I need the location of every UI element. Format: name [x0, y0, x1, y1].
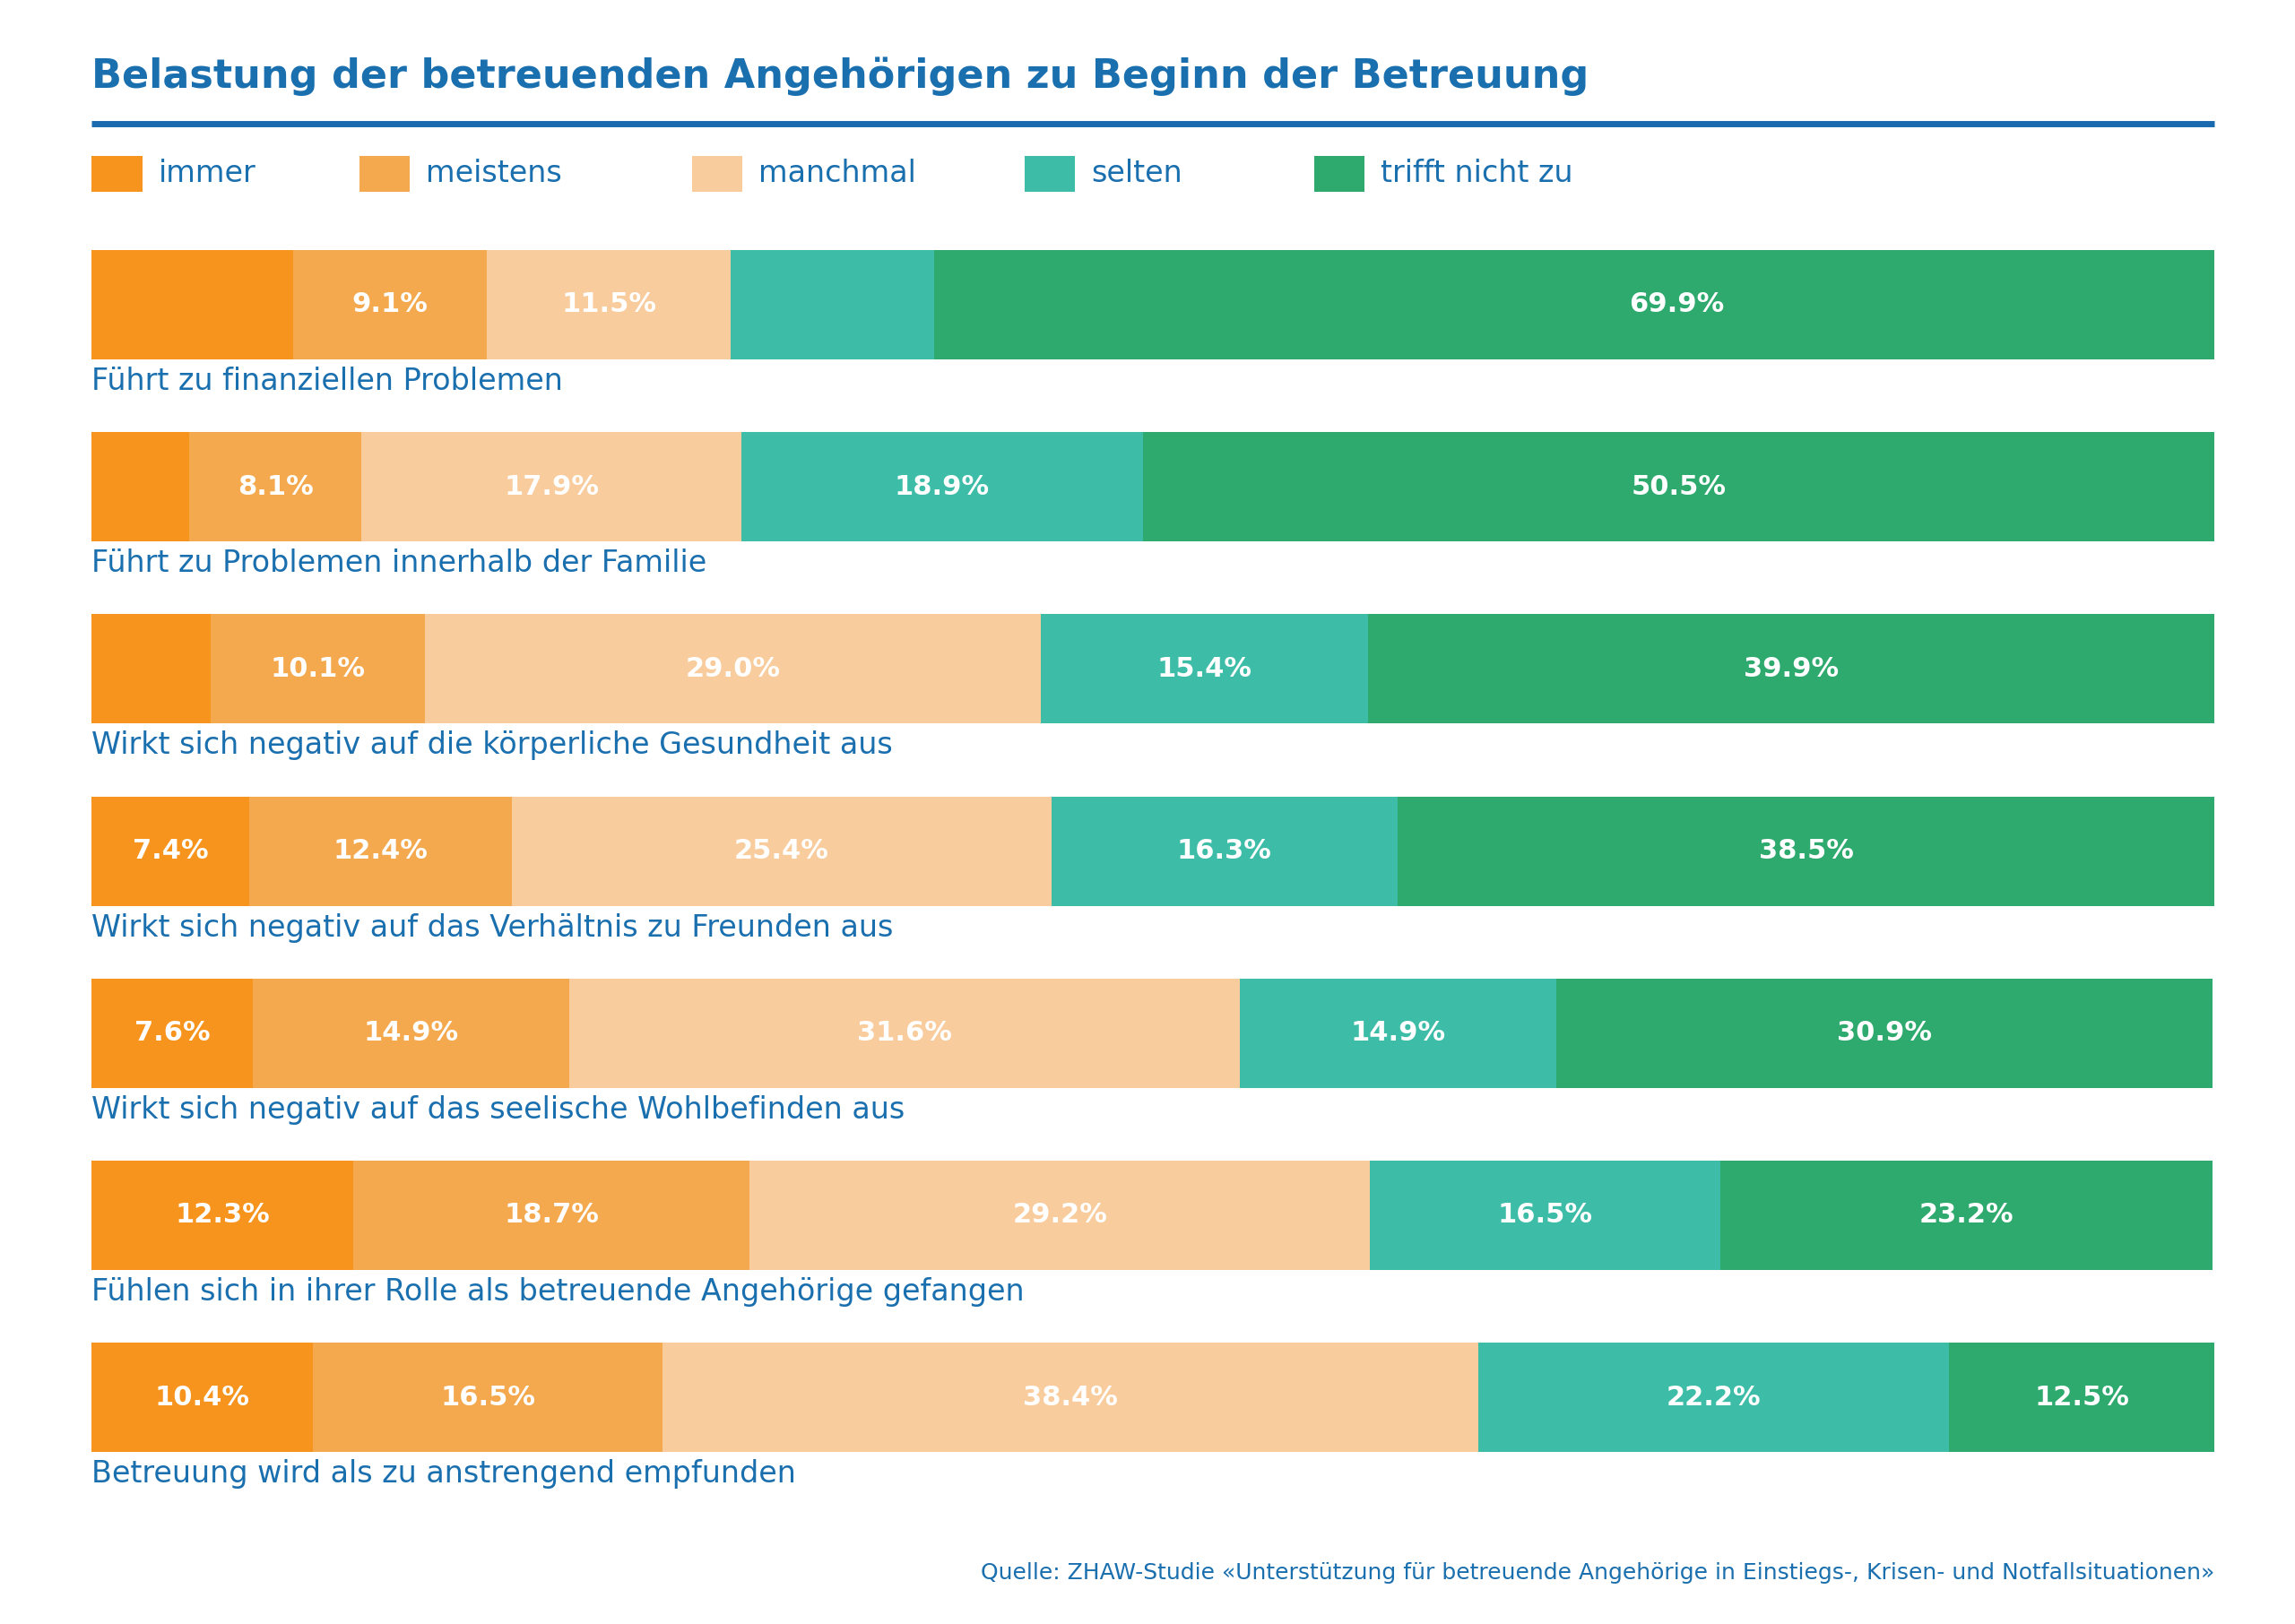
Text: Führt zu Problemen innerhalb der Familie: Führt zu Problemen innerhalb der Familie: [92, 549, 707, 578]
Bar: [1143, 432, 2215, 541]
Bar: [92, 432, 190, 541]
Text: 15.4%: 15.4%: [1157, 656, 1251, 682]
Bar: [1051, 796, 1398, 906]
Bar: [252, 979, 569, 1088]
Text: manchmal: manchmal: [757, 159, 916, 188]
Text: 69.9%: 69.9%: [1629, 292, 1724, 318]
Text: 25.4%: 25.4%: [734, 838, 828, 864]
Text: Führt zu finanziellen Problemen: Führt zu finanziellen Problemen: [92, 367, 562, 396]
Text: meistens: meistens: [427, 159, 562, 188]
Text: 7.4%: 7.4%: [133, 838, 209, 864]
Bar: [353, 1161, 750, 1270]
Bar: [569, 979, 1239, 1088]
Text: Belastung der betreuenden Angehörigen zu Beginn der Betreuung: Belastung der betreuenden Angehörigen zu…: [92, 57, 1588, 96]
Bar: [190, 432, 360, 541]
Bar: [1478, 1343, 1948, 1452]
Text: 9.1%: 9.1%: [351, 292, 429, 318]
Bar: [211, 614, 425, 724]
Text: Wirkt sich negativ auf das Verhältnis zu Freunden aus: Wirkt sich negativ auf das Verhältnis zu…: [92, 913, 893, 942]
Text: 50.5%: 50.5%: [1632, 474, 1726, 500]
Bar: [360, 432, 741, 541]
Text: 16.5%: 16.5%: [441, 1384, 535, 1410]
Text: 18.9%: 18.9%: [895, 474, 989, 500]
Text: 29.2%: 29.2%: [1012, 1202, 1106, 1228]
Bar: [425, 614, 1040, 724]
Text: 12.3%: 12.3%: [174, 1202, 271, 1228]
Text: 10.4%: 10.4%: [154, 1384, 250, 1410]
Text: 38.4%: 38.4%: [1024, 1384, 1118, 1410]
Bar: [312, 1343, 663, 1452]
Text: immer: immer: [158, 159, 255, 188]
Bar: [92, 979, 252, 1088]
Text: 11.5%: 11.5%: [562, 292, 656, 318]
Text: 30.9%: 30.9%: [1836, 1020, 1932, 1046]
Bar: [1948, 1343, 2215, 1452]
Text: Wirkt sich negativ auf die körperliche Gesundheit aus: Wirkt sich negativ auf die körperliche G…: [92, 731, 893, 760]
Text: 22.2%: 22.2%: [1666, 1384, 1760, 1410]
Text: 8.1%: 8.1%: [236, 474, 314, 500]
Text: 38.5%: 38.5%: [1758, 838, 1854, 864]
Bar: [1398, 796, 2215, 906]
Bar: [663, 1343, 1478, 1452]
Bar: [1040, 614, 1368, 724]
Bar: [92, 1161, 353, 1270]
Bar: [1370, 1161, 1719, 1270]
Bar: [512, 796, 1051, 906]
Bar: [294, 250, 487, 359]
Bar: [1368, 614, 2215, 724]
Text: 10.1%: 10.1%: [271, 656, 365, 682]
Bar: [92, 250, 294, 359]
Bar: [1239, 979, 1556, 1088]
Text: 14.9%: 14.9%: [1352, 1020, 1446, 1046]
Bar: [92, 796, 248, 906]
Bar: [248, 796, 512, 906]
Text: 16.5%: 16.5%: [1496, 1202, 1593, 1228]
Text: Fühlen sich in ihrer Rolle als betreuende Angehörige gefangen: Fühlen sich in ihrer Rolle als betreuend…: [92, 1276, 1024, 1307]
Text: 17.9%: 17.9%: [505, 474, 599, 500]
Bar: [1719, 1161, 2212, 1270]
Bar: [92, 1343, 312, 1452]
Text: Betreuung wird als zu anstrengend empfunden: Betreuung wird als zu anstrengend empfun…: [92, 1460, 796, 1489]
Text: 12.5%: 12.5%: [2036, 1384, 2130, 1410]
Bar: [741, 432, 1143, 541]
Text: 12.4%: 12.4%: [333, 838, 427, 864]
Bar: [750, 1161, 1370, 1270]
Bar: [1556, 979, 2212, 1088]
Bar: [934, 250, 2295, 359]
Text: 39.9%: 39.9%: [1744, 656, 1838, 682]
Text: 7.6%: 7.6%: [135, 1020, 211, 1046]
Bar: [487, 250, 730, 359]
Text: 31.6%: 31.6%: [858, 1020, 952, 1046]
Text: 23.2%: 23.2%: [1919, 1202, 2013, 1228]
Text: Wirkt sich negativ auf das seelische Wohlbefinden aus: Wirkt sich negativ auf das seelische Woh…: [92, 1095, 904, 1125]
Text: trifft nicht zu: trifft nicht zu: [1382, 159, 1572, 188]
Text: selten: selten: [1092, 159, 1182, 188]
Bar: [92, 614, 211, 724]
Text: Quelle: ZHAW-Studie «Unterstützung für betreuende Angehörige in Einstiegs-, Kris: Quelle: ZHAW-Studie «Unterstützung für b…: [980, 1562, 2215, 1583]
Text: 29.0%: 29.0%: [686, 656, 780, 682]
Text: 16.3%: 16.3%: [1177, 838, 1271, 864]
Text: 18.7%: 18.7%: [505, 1202, 599, 1228]
Bar: [730, 250, 934, 359]
Text: 14.9%: 14.9%: [363, 1020, 459, 1046]
